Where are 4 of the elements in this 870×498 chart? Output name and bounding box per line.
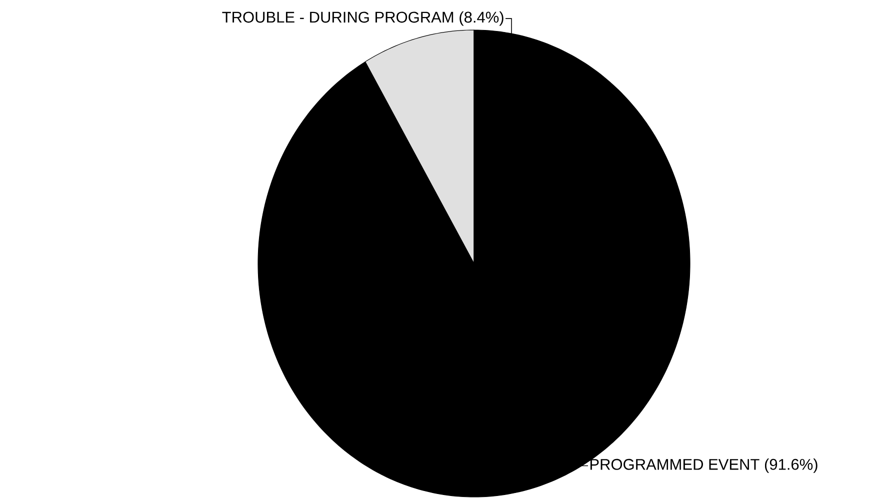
data-label: (8.4%) xyxy=(460,11,504,26)
slice-label: PROGRAMMED EVENT xyxy=(590,458,760,470)
slice-label: TROUBLE - DURING PROGRAM xyxy=(222,12,454,23)
data-label: (91.6%) xyxy=(764,458,818,473)
